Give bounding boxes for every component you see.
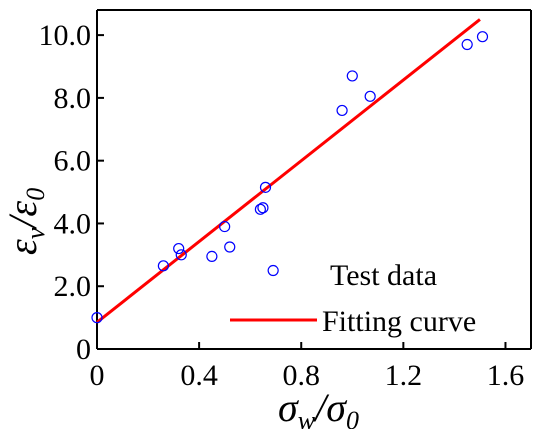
x-title-main: σ — [278, 385, 299, 429]
data-point — [91, 312, 103, 324]
x-tick-label: 0.8 — [282, 359, 320, 392]
fitting-curve-line — [96, 18, 481, 324]
y-title-slash: / — [0, 213, 45, 230]
data-point — [461, 38, 473, 51]
series-layer — [91, 18, 489, 324]
y-tick-label: 2.0 — [54, 270, 92, 303]
y-title-main2: ε — [0, 201, 45, 217]
data-point — [257, 202, 269, 214]
data-point — [346, 70, 358, 82]
x-title-sub: w — [298, 406, 316, 429]
y-axis-title: εv/ε0 — [0, 188, 50, 255]
y-ticks: 0 2.0 4.0 6.0 8.0 10.0 — [39, 19, 104, 366]
y-tick-label: 4.0 — [54, 207, 92, 240]
legend: Test data Fitting curve — [230, 259, 476, 338]
data-point — [173, 242, 185, 255]
legend-label-fitting-curve: Fitting curve — [322, 305, 476, 338]
x-title-main2: σ — [326, 385, 347, 429]
plot-frame — [96, 9, 532, 350]
y-title-sub: v — [21, 227, 50, 239]
x-tick-label: 1.6 — [487, 359, 525, 392]
y-title-main: ε — [0, 239, 45, 255]
y-tick-label: 0 — [76, 333, 91, 366]
legend-label-test-data: Test data — [330, 259, 437, 292]
data-point — [259, 181, 272, 193]
y-tick-label: 10.0 — [39, 19, 92, 52]
data-point — [364, 90, 376, 102]
data-point — [224, 241, 236, 253]
data-point — [157, 260, 169, 272]
x-tick-label: 0.4 — [180, 359, 218, 392]
x-title-slash: / — [313, 385, 330, 429]
x-axis-title: σw/σ0 — [278, 385, 359, 429]
y-tick-label: 8.0 — [54, 82, 92, 115]
data-point — [254, 203, 266, 215]
data-point — [219, 220, 231, 233]
x-tick-label: 0 — [90, 359, 105, 392]
x-title-sub2: 0 — [346, 406, 359, 429]
x-ticks: 0 0.4 0.8 1.2 1.6 — [90, 342, 525, 392]
data-point — [336, 104, 348, 117]
y-tick-label: 6.0 — [54, 145, 92, 178]
y-title-sub2: 0 — [21, 188, 50, 201]
x-tick-label: 1.2 — [385, 359, 423, 392]
data-point — [267, 264, 279, 277]
data-point — [175, 249, 187, 261]
data-point — [206, 250, 218, 263]
data-point — [476, 31, 489, 43]
